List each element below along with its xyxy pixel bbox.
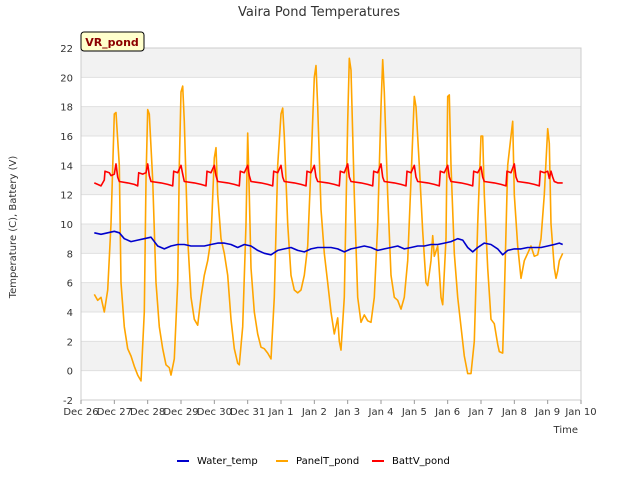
y-tick-label: 10	[60, 220, 73, 231]
x-tick-label: Jan 2	[301, 407, 327, 418]
x-tick-label: Jan 8	[501, 407, 527, 418]
y-axis-label: Temperature (C), Battery (V)	[8, 156, 19, 300]
x-tick-label: Dec 27	[97, 407, 132, 418]
series-line-panelt-pond	[93, 57, 564, 382]
x-tick-label: Jan 6	[434, 407, 460, 418]
y-tick-label: 8	[67, 249, 73, 260]
site-tag: VR_pond	[80, 31, 145, 52]
y-tick-label: 20	[60, 73, 73, 84]
y-tick-label: 18	[60, 103, 73, 114]
x-tick-label: Jan 5	[401, 407, 427, 418]
legend: Water_temp PanelT_pond BattV_pond	[177, 456, 450, 467]
y-tick-label: 4	[67, 308, 73, 319]
x-axis-label: Time	[553, 425, 578, 436]
plot-frame	[80, 47, 582, 401]
grid-band	[81, 341, 581, 371]
x-tick-label: Jan 9	[534, 407, 560, 418]
series-line-water-temp	[94, 230, 564, 256]
legend-label: Water_temp	[197, 456, 258, 467]
y-tick-label: -2	[63, 396, 73, 407]
x-tick-label: Dec 28	[130, 407, 165, 418]
y-tick-label: 2	[67, 337, 73, 348]
y-tick-label: 22	[60, 44, 73, 55]
site-tag-label: VR_pond	[85, 36, 139, 49]
y-tick-label: 16	[60, 132, 73, 143]
y-tick-label: 14	[60, 161, 73, 172]
legend-label: BattV_pond	[392, 456, 450, 467]
grid-band	[81, 48, 581, 78]
y-tick-label: 0	[67, 367, 73, 378]
grid-band	[81, 106, 581, 136]
series-layer	[93, 57, 564, 382]
x-tick-label: Dec 31	[230, 407, 265, 418]
legend-label: PanelT_pond	[296, 456, 359, 467]
x-tick-label: Dec 30	[197, 407, 232, 418]
plot-area	[80, 47, 582, 401]
x-tick-label: Dec 29	[163, 407, 198, 418]
x-tick-label: Jan 10	[564, 407, 596, 418]
y-axis-ticks: -2 0 2 4 6 8 10 12 14 16 18 20 22	[60, 44, 73, 407]
x-tick-label: Jan 1	[268, 407, 294, 418]
x-tick-label: Jan 4	[368, 407, 394, 418]
x-tick-label: Dec 26	[63, 407, 98, 418]
y-tick-label: 12	[60, 191, 73, 202]
series-line-battv-pond	[93, 163, 563, 187]
x-tick-label: Jan 7	[468, 407, 494, 418]
grid-band	[81, 165, 581, 195]
site-tag-box	[80, 31, 145, 52]
y-tick-label: 6	[67, 279, 73, 290]
x-tick-label: Jan 3	[334, 407, 360, 418]
chart-title: Vaira Pond Temperatures	[238, 5, 400, 20]
